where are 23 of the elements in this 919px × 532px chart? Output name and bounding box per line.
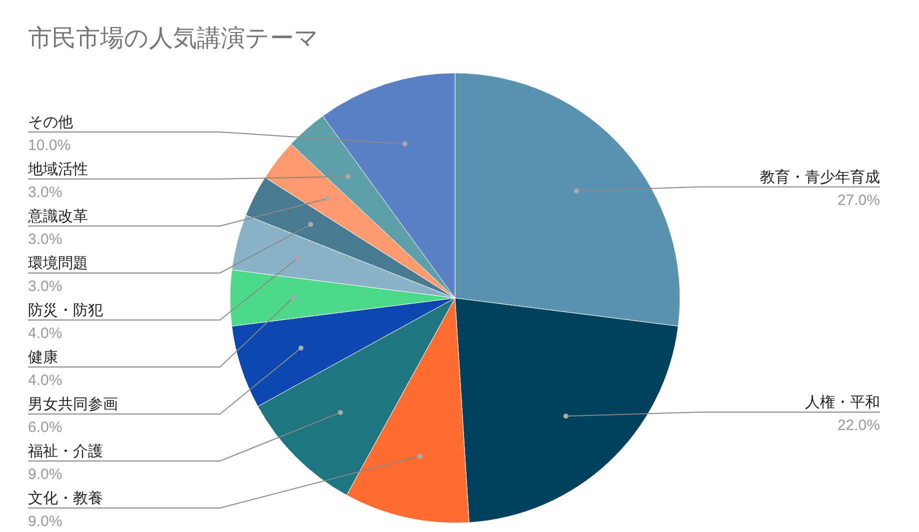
data-label: 3.0%: [28, 231, 62, 248]
chart-title: 市民市場の人気講演テーマ: [28, 25, 319, 52]
slice-label: 地域活性: [27, 161, 88, 178]
slice-label: 文化・教養: [28, 490, 103, 507]
slice-label: 福祉・介護: [28, 443, 103, 460]
slice-label: 人権・平和: [805, 394, 880, 412]
slice-label: その他: [28, 114, 73, 131]
data-label: 9.0%: [28, 513, 62, 530]
slice-label: 男女共同参画: [28, 396, 118, 413]
slice-label: 意識改革: [27, 208, 88, 225]
data-label: 3.0%: [28, 278, 62, 295]
slice-label: 防災・防犯: [28, 302, 103, 319]
slice-label: 教育・青少年育成: [760, 168, 880, 186]
data-label: 27.0%: [837, 192, 880, 209]
data-label: 22.0%: [837, 417, 880, 434]
data-label: 3.0%: [28, 184, 62, 201]
slice-label: 健康: [28, 349, 58, 366]
data-label: 6.0%: [28, 419, 62, 436]
data-label: 10.0%: [28, 137, 71, 154]
data-label: 4.0%: [28, 372, 62, 389]
data-label: 4.0%: [28, 325, 62, 342]
slice-label: 環境問題: [28, 255, 88, 272]
data-label: 9.0%: [28, 466, 62, 483]
